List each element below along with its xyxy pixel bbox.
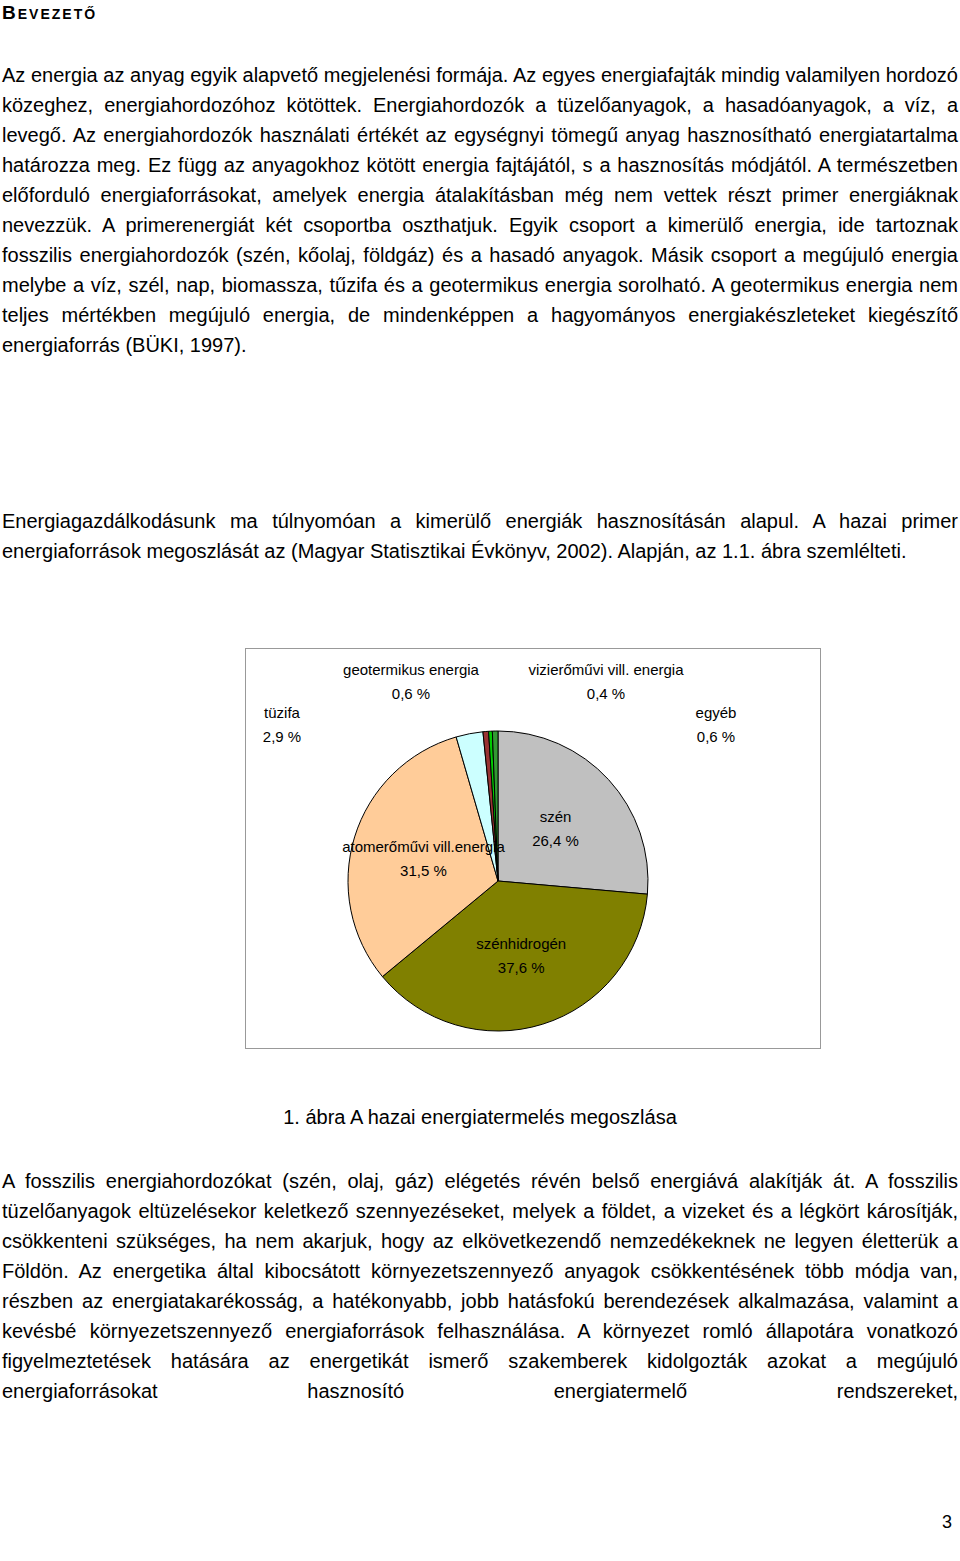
- svg-text:0,4 %: 0,4 %: [587, 685, 625, 702]
- svg-text:37,6 %: 37,6 %: [498, 959, 545, 976]
- svg-text:tüzifa: tüzifa: [264, 704, 301, 721]
- svg-text:0,6 %: 0,6 %: [697, 728, 735, 745]
- svg-text:vizierőművi vill. energia: vizierőművi vill. energia: [528, 661, 684, 678]
- html-text:Az energia az anyag egyik alap: Az energia az anyag egyik alapvető megje…: [2, 64, 958, 356]
- svg-text:2,9 %: 2,9 %: [263, 728, 301, 745]
- html-text:1. ábra A hazai energiatermelé: 1. ábra A hazai energiatermelés megoszlá…: [283, 1106, 677, 1128]
- svg-text:atomerőművi vill.energia: atomerőművi vill.energia: [342, 838, 505, 855]
- svg-text:26,4 %: 26,4 %: [532, 832, 579, 849]
- svg-text:szénhidrogén: szénhidrogén: [476, 935, 566, 952]
- svg-text:geotermikus energia: geotermikus energia: [343, 661, 480, 678]
- html-text:A fosszilis energiahordozókat: A fosszilis energiahordozókat (szén, ola…: [2, 1170, 958, 1402]
- svg-text:31,5 %: 31,5 %: [400, 862, 447, 879]
- svg-text:0,6 %: 0,6 %: [392, 685, 430, 702]
- html-text:3: 3: [942, 1512, 952, 1532]
- html-text:Energiagazdálkodásunk ma túlny: Energiagazdálkodásunk ma túlnyomóan a ki…: [2, 510, 958, 562]
- html-text:BEVEZETŐ: BEVEZETŐ: [2, 2, 98, 23]
- svg-text:egyéb: egyéb: [696, 704, 737, 721]
- svg-text:szén: szén: [540, 808, 572, 825]
